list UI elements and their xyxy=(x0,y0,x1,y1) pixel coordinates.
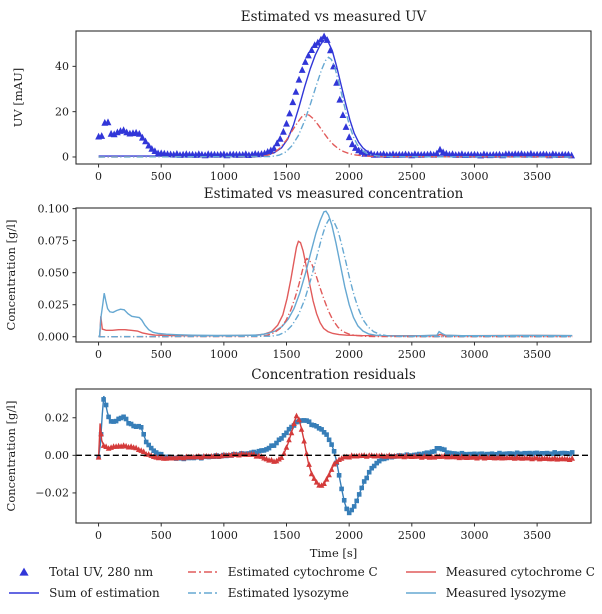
x-tick-label: 3000 xyxy=(460,170,488,183)
legend-item: Estimated lysozyme xyxy=(186,582,378,603)
legend-column-0: Total UV, 280 nm Sum of estimation xyxy=(7,561,160,603)
legend-label: Measured lysozyme xyxy=(445,585,567,600)
x-tick-label: 500 xyxy=(151,170,172,183)
legend-column-2: Measured cytochrome C Measured lysozyme xyxy=(404,561,595,603)
series-uv-chart-3-line xyxy=(98,56,573,158)
triangle-marker-icon xyxy=(19,567,29,576)
legend-item: Sum of estimation xyxy=(7,582,160,603)
y-tick-label: 0 xyxy=(62,151,69,164)
solid-line-icon xyxy=(405,570,436,573)
x-tick-label: 1000 xyxy=(210,170,238,183)
x-tick-label: 0 xyxy=(95,170,102,183)
x-tick-label: 3500 xyxy=(523,348,551,361)
y-tick-label: 0.00 xyxy=(45,449,70,462)
x-tick-label: 0 xyxy=(95,529,102,542)
legend-label: Estimated cytochrome C xyxy=(227,564,378,579)
legend-label: Sum of estimation xyxy=(49,585,160,600)
legend-column-1: Estimated cytochrome C Estimated lysozyme xyxy=(186,561,378,603)
x-tick-label: 500 xyxy=(151,529,172,542)
y-tick-label: 0.100 xyxy=(38,202,70,215)
y-tick-label: 20 xyxy=(55,105,69,118)
y-tick-label: 40 xyxy=(55,60,69,73)
legend-item: Total UV, 280 nm xyxy=(7,561,160,582)
y-tick-label: 0.02 xyxy=(45,411,70,424)
series-concentration-chart-1-line xyxy=(98,210,573,338)
x-tick-label: 3000 xyxy=(460,348,488,361)
solid-line-icon xyxy=(9,591,40,594)
series-uv-chart-2-line xyxy=(98,113,573,158)
x-tick-label: 3000 xyxy=(460,529,488,542)
series-uv-chart-1-line xyxy=(98,38,573,157)
legend-item: Measured cytochrome C xyxy=(404,561,595,582)
y-tick-label: −0.02 xyxy=(35,487,69,500)
legend-label: Estimated lysozyme xyxy=(227,585,349,600)
residuals-chart-xlabel: Time [s] xyxy=(310,546,358,560)
x-tick-label: 2000 xyxy=(335,529,363,542)
legend-label: Total UV, 280 nm xyxy=(49,564,154,579)
x-tick-label: 3500 xyxy=(523,529,551,542)
x-tick-label: 0 xyxy=(95,348,102,361)
legend-label: Measured cytochrome C xyxy=(445,564,595,579)
dashdot-line-icon xyxy=(187,591,218,594)
concentration-chart-ylabel: Concentration [g/l] xyxy=(4,220,18,331)
solid-line-icon xyxy=(405,591,436,594)
residuals-chart-ylabel: Concentration [g/l] xyxy=(4,401,18,512)
series-residuals-chart-1-markers xyxy=(95,412,575,488)
x-tick-label: 2500 xyxy=(398,529,426,542)
concentration-chart: 0 500 1000 1500 2000 2500 3000 3500 0.000 0.025 0.… xyxy=(4,186,592,361)
y-tick-label: 0.075 xyxy=(38,234,70,247)
x-tick-label: 1000 xyxy=(210,348,238,361)
dashdot-line-icon xyxy=(187,570,218,573)
y-tick-label: 0.000 xyxy=(38,330,70,343)
residuals-chart: 0 500 1000 1500 2000 2500 3000 3500 −0.02 0.00 0.0… xyxy=(4,367,592,560)
series-uv-chart-0-markers xyxy=(95,32,575,159)
x-tick-label: 3500 xyxy=(523,170,551,183)
x-tick-label: 2500 xyxy=(398,348,426,361)
x-tick-label: 1500 xyxy=(273,529,301,542)
legend-item: Estimated cytochrome C xyxy=(186,561,378,582)
x-tick-label: 1500 xyxy=(273,170,301,183)
y-tick-label: 0.025 xyxy=(38,298,70,311)
residuals-chart-title: Concentration residuals xyxy=(251,367,416,383)
x-tick-label: 1000 xyxy=(210,529,238,542)
x-tick-label: 500 xyxy=(151,348,172,361)
series-concentration-chart-2-line xyxy=(98,257,573,338)
x-tick-label: 1500 xyxy=(273,348,301,361)
x-tick-label: 2500 xyxy=(398,170,426,183)
uv-chart-ylabel: UV [mAU] xyxy=(11,68,25,128)
x-tick-label: 2000 xyxy=(335,348,363,361)
series-concentration-chart-3-line xyxy=(98,218,573,338)
charts-svg: 0 500 1000 1500 2000 2500 3000 3500 0 20 40 Estimat… xyxy=(4,9,592,560)
y-tick-label: 0.050 xyxy=(38,266,70,279)
x-tick-label: 2000 xyxy=(335,170,363,183)
series-concentration-chart-0-line xyxy=(98,240,573,338)
uv-chart-title: Estimated vs measured UV xyxy=(241,9,427,25)
uv-chart: 0 500 1000 1500 2000 2500 3000 3500 0 20 40 Estimat… xyxy=(11,9,592,183)
figure-legend: Total UV, 280 nm Sum of estimation Estimat… xyxy=(0,561,602,603)
concentration-chart-title: Estimated vs measured concentration xyxy=(204,186,464,202)
legend-item: Measured lysozyme xyxy=(404,582,595,603)
